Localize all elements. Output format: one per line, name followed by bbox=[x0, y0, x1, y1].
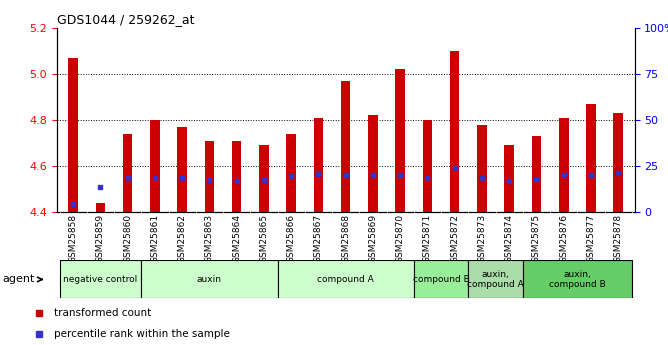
Bar bbox=[68, 58, 78, 212]
Text: compound B: compound B bbox=[413, 275, 470, 284]
Text: auxin,
compound B: auxin, compound B bbox=[549, 270, 606, 289]
Text: GSM25868: GSM25868 bbox=[341, 214, 350, 263]
Bar bbox=[141, 260, 277, 298]
Text: GSM25875: GSM25875 bbox=[532, 214, 541, 263]
Text: GSM25866: GSM25866 bbox=[287, 214, 296, 263]
Bar bbox=[59, 260, 141, 298]
Bar bbox=[414, 260, 468, 298]
Text: GSM25860: GSM25860 bbox=[123, 214, 132, 263]
Bar bbox=[314, 118, 323, 212]
Bar bbox=[287, 134, 296, 212]
Text: percentile rank within the sample: percentile rank within the sample bbox=[55, 329, 230, 339]
Text: compound A: compound A bbox=[317, 275, 374, 284]
Bar bbox=[504, 145, 514, 212]
Bar bbox=[277, 260, 414, 298]
Bar bbox=[259, 145, 269, 212]
Bar bbox=[395, 69, 405, 212]
Text: GSM25877: GSM25877 bbox=[587, 214, 595, 263]
Bar bbox=[587, 104, 596, 212]
Text: auxin,
compound A: auxin, compound A bbox=[467, 270, 524, 289]
Text: negative control: negative control bbox=[63, 275, 138, 284]
Text: agent: agent bbox=[3, 275, 42, 284]
Text: GSM25867: GSM25867 bbox=[314, 214, 323, 263]
Bar bbox=[204, 141, 214, 212]
Text: GSM25865: GSM25865 bbox=[259, 214, 269, 263]
Text: GSM25871: GSM25871 bbox=[423, 214, 432, 263]
Bar bbox=[613, 113, 623, 212]
Text: GSM25878: GSM25878 bbox=[614, 214, 623, 263]
Text: GSM25863: GSM25863 bbox=[205, 214, 214, 263]
Text: auxin: auxin bbox=[197, 275, 222, 284]
Text: GSM25869: GSM25869 bbox=[369, 214, 377, 263]
Text: GSM25873: GSM25873 bbox=[478, 214, 486, 263]
Bar bbox=[341, 81, 351, 212]
Text: GDS1044 / 259262_at: GDS1044 / 259262_at bbox=[57, 13, 194, 27]
Bar bbox=[532, 136, 541, 212]
Text: GSM25872: GSM25872 bbox=[450, 214, 459, 263]
Bar bbox=[423, 120, 432, 212]
Bar bbox=[150, 120, 160, 212]
Bar bbox=[468, 260, 523, 298]
Text: GSM25874: GSM25874 bbox=[505, 214, 514, 263]
Text: GSM25876: GSM25876 bbox=[559, 214, 568, 263]
Bar bbox=[232, 141, 241, 212]
Bar bbox=[96, 203, 105, 212]
Text: GSM25862: GSM25862 bbox=[178, 214, 186, 263]
Text: GSM25864: GSM25864 bbox=[232, 214, 241, 263]
Text: GSM25861: GSM25861 bbox=[150, 214, 160, 263]
Bar bbox=[368, 115, 377, 212]
Bar bbox=[178, 127, 187, 212]
Text: transformed count: transformed count bbox=[55, 308, 152, 318]
Bar bbox=[477, 125, 487, 212]
Bar bbox=[123, 134, 132, 212]
Bar bbox=[523, 260, 632, 298]
Text: GSM25858: GSM25858 bbox=[69, 214, 77, 263]
Bar bbox=[559, 118, 568, 212]
Bar bbox=[450, 51, 460, 212]
Text: GSM25859: GSM25859 bbox=[96, 214, 105, 263]
Text: GSM25870: GSM25870 bbox=[395, 214, 405, 263]
